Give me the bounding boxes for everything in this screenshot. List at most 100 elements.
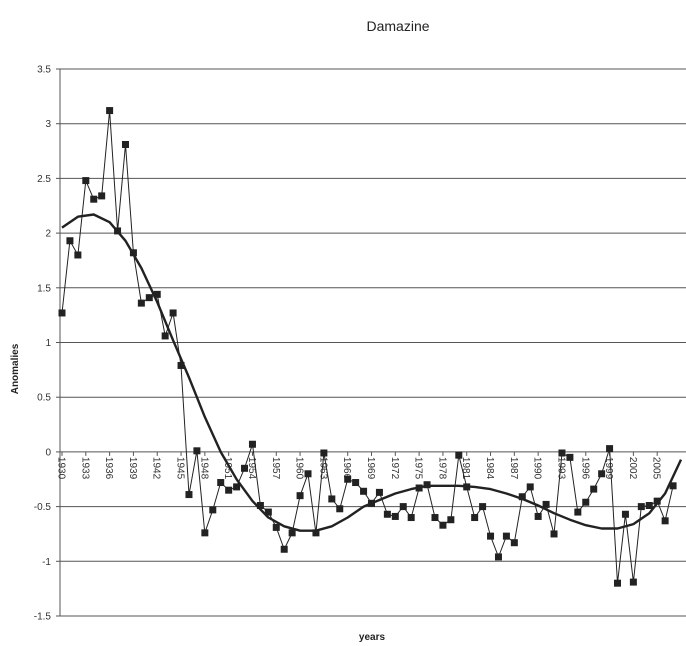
plot-area — [58, 107, 683, 587]
data-point — [121, 140, 129, 148]
data-point — [256, 502, 264, 510]
data-point — [558, 449, 566, 457]
x-tick-label: 1933 — [79, 457, 90, 480]
y-axis-label: Anomalies — [10, 343, 21, 394]
data-point — [233, 483, 241, 491]
data-point — [645, 502, 653, 510]
data-point — [106, 107, 114, 115]
data-point — [598, 470, 606, 478]
data-point — [526, 483, 534, 491]
data-point — [304, 470, 312, 478]
data-point — [161, 332, 169, 340]
x-tick-label: 2005 — [651, 457, 662, 480]
x-tick-label: 1957 — [270, 457, 281, 480]
y-tick-label: 3.5 — [37, 65, 51, 76]
data-point — [606, 445, 614, 453]
data-point — [328, 495, 336, 503]
x-tick-label: 1930 — [56, 457, 67, 480]
data-point — [98, 192, 106, 200]
data-point — [217, 479, 225, 487]
data-point — [447, 516, 455, 524]
data-point — [336, 505, 344, 513]
data-point — [375, 488, 383, 496]
data-point — [550, 530, 558, 538]
grid — [56, 68, 686, 617]
data-point — [248, 440, 256, 448]
data-point — [431, 514, 439, 522]
y-tick-label: 3 — [45, 119, 51, 130]
data-point — [169, 309, 177, 317]
data-point — [90, 195, 98, 203]
data-point — [629, 578, 637, 586]
data-point — [82, 177, 90, 185]
data-point — [479, 503, 487, 511]
x-tick-label: 1942 — [151, 457, 162, 480]
x-tick-label: 1987 — [508, 457, 519, 480]
y-tick-label: 1 — [45, 338, 51, 349]
data-point — [201, 529, 209, 537]
data-point — [185, 491, 193, 499]
x-tick-label: 1996 — [579, 457, 590, 480]
y-tick-label: -1.5 — [34, 612, 52, 623]
data-point — [58, 309, 66, 317]
data-point — [653, 497, 661, 505]
y-tick-label: 1.5 — [37, 283, 51, 294]
x-tick-label: 1939 — [127, 457, 138, 480]
data-point — [241, 464, 249, 472]
x-tick-label: 1969 — [365, 457, 376, 480]
x-tick-label: 2002 — [627, 457, 638, 480]
data-point — [352, 479, 360, 487]
data-point — [66, 237, 74, 245]
data-point — [502, 532, 510, 540]
x-tick-label: 1951 — [222, 457, 233, 480]
data-point — [177, 361, 185, 369]
data-point — [288, 529, 296, 537]
x-tick-label: 1936 — [103, 457, 114, 480]
x-tick-label: 1948 — [198, 457, 209, 480]
data-point — [455, 451, 463, 459]
x-tick-label: 1990 — [532, 457, 543, 480]
data-point — [590, 485, 598, 493]
data-point — [487, 532, 495, 540]
x-tick-label: 1978 — [436, 457, 447, 480]
x-tick-label: 1954 — [246, 457, 257, 480]
x-tick-label: 1984 — [484, 457, 495, 480]
data-point — [193, 447, 201, 455]
x-tick-label: 1975 — [413, 457, 424, 480]
x-tick-label: 1999 — [603, 457, 614, 480]
data-point — [661, 517, 669, 525]
data-point — [542, 500, 550, 508]
data-point — [296, 492, 304, 500]
data-point — [209, 506, 217, 514]
x-tick-label: 1945 — [175, 457, 186, 480]
data-point — [621, 510, 629, 518]
y-axis-ticks: -1.5 -1 -0.5 0 0.5 1 1.5 2 2.5 3 3.5 — [34, 65, 52, 623]
data-point — [360, 487, 368, 495]
data-point — [614, 579, 622, 587]
data-point — [153, 290, 161, 298]
data-point — [312, 529, 320, 537]
data-point — [566, 453, 574, 461]
y-tick-label: 0.5 — [37, 393, 51, 404]
data-line — [61, 110, 674, 584]
x-tick-label: 1963 — [317, 457, 328, 480]
x-axis-label: years — [359, 632, 386, 643]
data-point — [407, 514, 415, 522]
y-tick-label: -1 — [42, 557, 51, 568]
data-point — [225, 486, 233, 494]
data-point — [518, 493, 526, 501]
data-point — [272, 523, 280, 531]
y-tick-label: -0.5 — [34, 502, 52, 513]
data-point — [494, 553, 502, 561]
data-point — [534, 512, 542, 520]
y-tick-label: 0 — [45, 447, 51, 458]
data-point — [574, 508, 582, 516]
trend-line — [61, 213, 683, 532]
x-tick-label: 1981 — [460, 457, 471, 480]
y-tick-label: 2.5 — [37, 174, 51, 185]
x-tick-label: 1966 — [341, 457, 352, 480]
data-point — [399, 503, 407, 511]
data-point — [344, 475, 352, 483]
data-point — [637, 503, 645, 511]
